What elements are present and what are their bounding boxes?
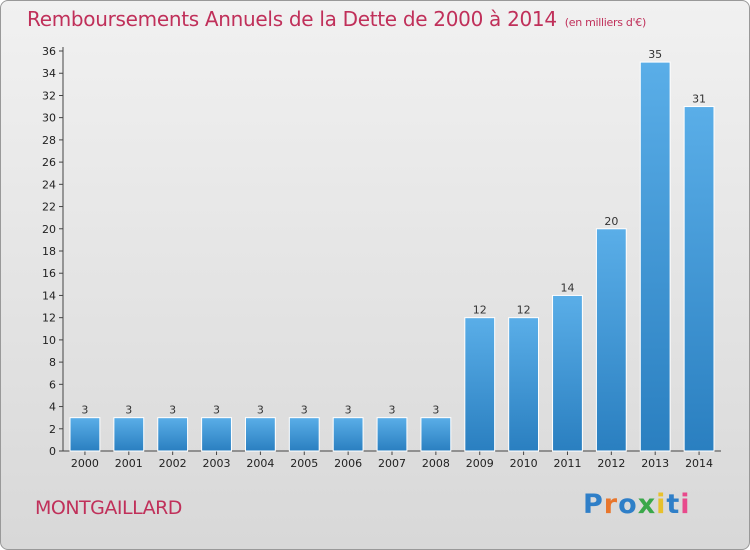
bar-2009: [464, 317, 496, 452]
brand-letter: i: [656, 489, 667, 520]
data-label-2003: 3: [213, 404, 220, 417]
data-label-2014: 31: [692, 93, 706, 106]
bar-2013: [639, 61, 671, 452]
y-tick-label: 22: [42, 201, 56, 214]
data-label-2000: 3: [81, 404, 88, 417]
x-tick-label-2008: 2008: [422, 457, 450, 470]
y-tick-label: 20: [42, 223, 56, 236]
brand-letter: P: [583, 489, 604, 520]
x-tick-label-2001: 2001: [115, 457, 143, 470]
x-tick-label-2009: 2009: [466, 457, 494, 470]
data-label-2006: 3: [345, 404, 352, 417]
x-tick-label-2012: 2012: [597, 457, 625, 470]
data-label-2007: 3: [389, 404, 396, 417]
y-tick-label: 0: [49, 445, 56, 458]
bar-2008: [420, 417, 452, 452]
bar-2002: [157, 417, 189, 452]
y-tick-label: 32: [42, 89, 56, 102]
data-label-2010: 12: [517, 304, 531, 317]
bar-2010: [508, 317, 540, 452]
y-tick-label: 2: [49, 423, 56, 436]
x-tick-label-2007: 2007: [378, 457, 406, 470]
bar-2004: [244, 417, 276, 452]
brand-logo: Proxiti: [583, 489, 691, 520]
bar-2006: [332, 417, 364, 452]
data-label-2009: 12: [473, 304, 487, 317]
brand-letter: o: [618, 489, 638, 520]
x-tick-label-2002: 2002: [159, 457, 187, 470]
x-tick-label-2011: 2011: [553, 457, 581, 470]
bar-2014: [683, 106, 715, 452]
y-tick-label: 10: [42, 334, 56, 347]
brand-letter: x: [637, 489, 657, 520]
bars: 3 3 3 3 3 3 3 3 3 12 12 14 20 35 31: [69, 48, 715, 452]
y-tick-label: 14: [42, 289, 56, 302]
y-tick-label: 16: [42, 267, 56, 280]
data-label-2005: 3: [301, 404, 308, 417]
data-label-2004: 3: [257, 404, 264, 417]
data-label-2012: 20: [604, 215, 618, 228]
x-tick-label-2010: 2010: [510, 457, 538, 470]
y-tick-label: 34: [42, 67, 56, 80]
y-tick-label: 6: [49, 378, 56, 391]
bar-2003: [201, 417, 232, 452]
commune-name: MONTGAILLARD: [35, 497, 182, 519]
x-tick-label-2004: 2004: [246, 457, 274, 470]
x-tick-label-2014: 2014: [685, 457, 713, 470]
chart-title-text: Remboursements Annuels de la Dette de 20…: [27, 7, 557, 31]
bar-2012: [595, 228, 627, 452]
y-tick-label: 8: [49, 356, 56, 369]
y-tick-label: 12: [42, 312, 56, 325]
y-tick-label: 26: [42, 156, 56, 169]
y-tick-label: 28: [42, 134, 56, 147]
data-label-2002: 3: [169, 404, 176, 417]
brand-letter: i: [680, 489, 691, 520]
x-tick-label-2000: 2000: [71, 457, 99, 470]
data-label-2001: 3: [125, 404, 132, 417]
bar-2000: [69, 417, 101, 452]
bar-2007: [376, 417, 408, 452]
unit-label: (en milliers d'€): [564, 16, 646, 29]
data-label-2011: 14: [560, 281, 574, 294]
x-tick-label-2006: 2006: [334, 457, 362, 470]
x-tick-label-2013: 2013: [641, 457, 669, 470]
brand-letter: t: [666, 489, 681, 520]
y-tick-label: 30: [42, 112, 56, 125]
x-tick-label-2005: 2005: [290, 457, 318, 470]
data-label-2008: 3: [432, 404, 439, 417]
data-label-2013: 35: [648, 48, 662, 61]
y-tick-label: 18: [42, 245, 56, 258]
bar-2011: [552, 294, 583, 452]
y-tick-label: 24: [42, 178, 56, 191]
chart-title: Remboursements Annuels de la Dette de 20…: [27, 7, 646, 31]
brand-letter: r: [603, 489, 619, 520]
y-tick-label: 36: [42, 45, 56, 58]
bar-2001: [113, 417, 145, 452]
x-tick-label-2003: 2003: [203, 457, 231, 470]
bar-2005: [288, 417, 320, 452]
y-tick-label: 4: [49, 401, 56, 414]
